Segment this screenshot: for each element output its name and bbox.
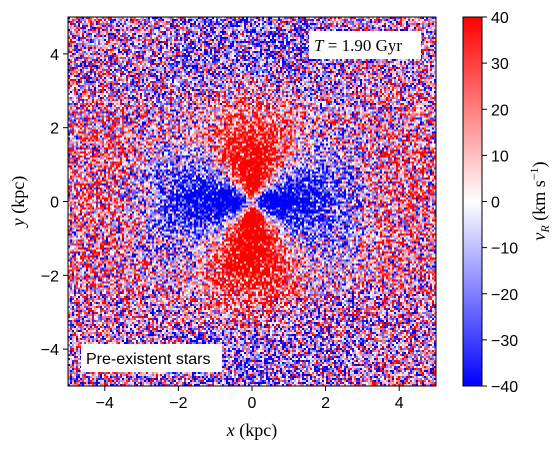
- x-axis-label: x (kpc): [226, 420, 277, 441]
- axis-label-unit: (kpc): [8, 176, 29, 218]
- y-tick-label: −2: [41, 268, 59, 285]
- colorbar-tick-label: 10: [491, 148, 509, 165]
- x-tick-label: −2: [169, 395, 187, 412]
- colorbar: 40 30 20 10 0 −10 −20 −30 −40 vR (km s−1): [462, 10, 552, 396]
- colorbar-tick-label: 40: [491, 10, 509, 27]
- colorbar-label-close: ): [529, 161, 550, 167]
- y-tick-label: −4: [41, 342, 59, 359]
- time-value: 1.90 Gyr: [342, 36, 403, 55]
- x-axis-ticks: −4 −2 0 2 4: [96, 386, 404, 412]
- time-symbol: T: [314, 36, 325, 55]
- x-tick-label: 2: [321, 395, 330, 412]
- colorbar-tick-label: 20: [491, 102, 509, 119]
- y-tick-label: 4: [50, 47, 59, 64]
- population-label: Pre-existent stars: [86, 351, 210, 368]
- y-tick-label: 0: [50, 195, 59, 212]
- svg-text:T = 1.90 Gyr: T = 1.90 Gyr: [314, 36, 402, 55]
- colorbar-label-exponent: −1: [527, 167, 541, 180]
- colorbar-tick-label: −20: [491, 287, 518, 304]
- axis-label-symbol: x: [226, 420, 235, 440]
- x-tick-label: 0: [248, 395, 257, 412]
- colorbar-tick-label: −40: [491, 379, 518, 396]
- time-annotation: T = 1.90 Gyr: [309, 31, 421, 59]
- axis-label-unit: (kpc): [235, 420, 277, 441]
- x-tick-label: 4: [395, 395, 404, 412]
- time-annotation-box: [309, 31, 421, 59]
- colorbar-ticks: 40 30 20 10 0 −10 −20 −30 −40: [482, 10, 518, 396]
- colorbar-tick-label: 0: [491, 195, 500, 212]
- time-equals: =: [323, 36, 341, 55]
- colorbar-tick-label: 30: [491, 56, 509, 73]
- population-annotation-box: [81, 344, 222, 372]
- colorbar-label-subscript: R: [538, 225, 552, 234]
- colorbar-gradient: [462, 16, 483, 387]
- colorbar-tick-label: −30: [491, 333, 518, 350]
- heatmap-plot-area: [67, 16, 437, 387]
- y-tick-label: 2: [50, 121, 59, 138]
- y-axis-ticks: −4 −2 0 2 4: [41, 47, 68, 359]
- colorbar-label: vR (km s−1): [527, 161, 552, 240]
- x-tick-label: −4: [96, 395, 114, 412]
- axis-label-symbol: y: [8, 218, 28, 228]
- heatmap-image: [68, 17, 436, 386]
- colorbar-tick-label: −10: [491, 241, 518, 258]
- colorbar-label-symbol: v: [529, 233, 549, 241]
- population-annotation: Pre-existent stars: [81, 344, 222, 372]
- y-axis-label: y (kpc): [8, 176, 29, 228]
- colorbar-label-unit: (km s: [529, 180, 550, 221]
